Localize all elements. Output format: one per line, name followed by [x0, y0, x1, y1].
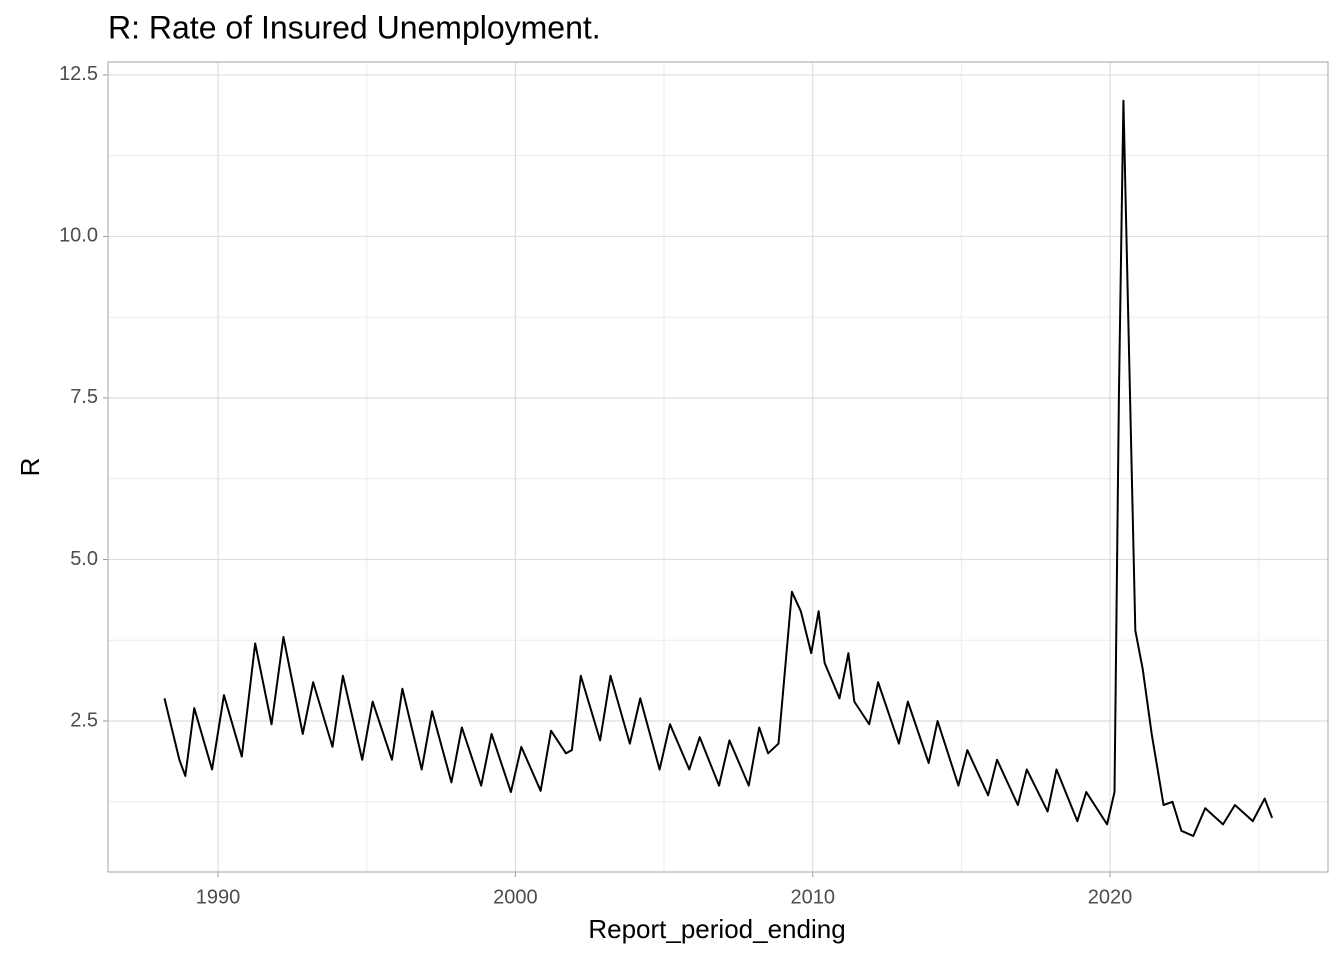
y-tick-label: 10.0 — [59, 225, 98, 247]
x-tick-label: 2010 — [790, 886, 835, 908]
data-line — [163, 99, 1274, 838]
panel-border — [107, 61, 1329, 873]
x-tick-label: 1990 — [196, 886, 241, 908]
y-tick-label: 7.5 — [70, 386, 98, 408]
x-tick-label: 2020 — [1088, 886, 1133, 908]
y-axis-label: R — [15, 458, 45, 477]
y-tick-label: 2.5 — [70, 709, 98, 731]
y-tick-label: 5.0 — [70, 548, 98, 570]
y-tick-label: 12.5 — [59, 63, 98, 85]
x-tick-label: 2000 — [493, 886, 538, 908]
chart-title: R: Rate of Insured Unemployment. — [108, 9, 601, 45]
x-axis-label: Report_period_ending — [588, 914, 845, 944]
